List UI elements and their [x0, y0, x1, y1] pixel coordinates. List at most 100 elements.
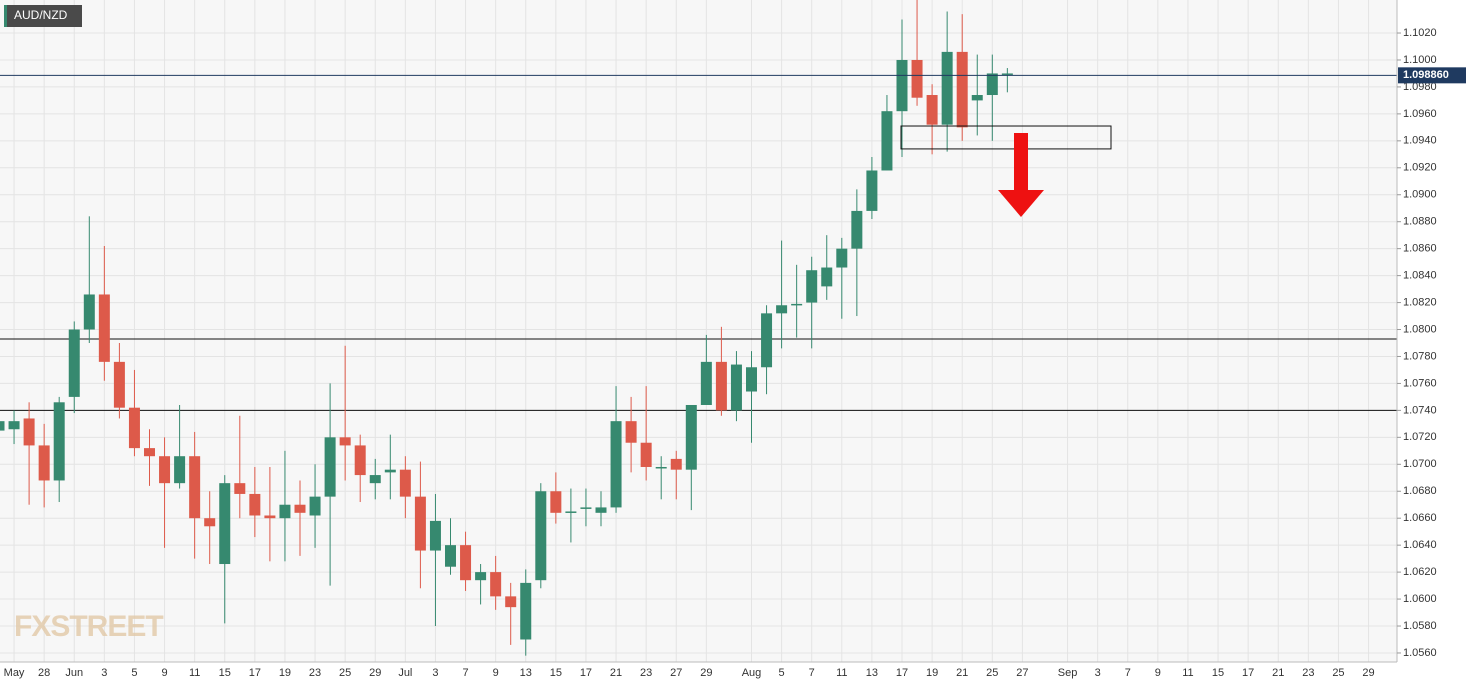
- x-tick-label: 23: [640, 667, 652, 679]
- y-tick-label: 1.0800: [1403, 323, 1437, 335]
- x-tick-label: 9: [1155, 667, 1161, 679]
- x-tick-label: 15: [1212, 667, 1224, 679]
- y-tick-label: 1.0760: [1403, 377, 1437, 389]
- x-tick-label: 27: [1016, 667, 1028, 679]
- x-tick-label: 17: [896, 667, 908, 679]
- x-tick-label: 29: [700, 667, 712, 679]
- candle-body: [294, 504, 306, 513]
- candle-body: [399, 469, 411, 497]
- candle-body: [369, 475, 381, 484]
- candle-body: [23, 418, 35, 446]
- y-tick-label: 1.0940: [1403, 135, 1437, 147]
- y-tick-label: 1.0960: [1403, 108, 1437, 120]
- y-tick-label: 1.0740: [1403, 404, 1437, 416]
- x-tick-label: 27: [670, 667, 682, 679]
- x-tick-label: 17: [580, 667, 592, 679]
- candle-body: [279, 504, 291, 519]
- x-tick-label: 13: [866, 667, 878, 679]
- x-tick-label: 7: [809, 667, 815, 679]
- y-tick-label: 1.0640: [1403, 539, 1437, 551]
- candle-body: [806, 270, 818, 303]
- candle-body: [700, 361, 712, 405]
- candle-body: [776, 305, 788, 314]
- y-tick-label: 1.0920: [1403, 162, 1437, 174]
- candle-body: [911, 59, 923, 98]
- arrow-shaft: [1014, 133, 1028, 191]
- candle-body: [821, 267, 833, 287]
- x-tick-label: 9: [161, 667, 167, 679]
- y-tick-label: 1.0780: [1403, 350, 1437, 362]
- candle-body: [460, 545, 472, 581]
- candle-body: [128, 407, 140, 449]
- x-tick-label: 23: [1302, 667, 1314, 679]
- x-tick-label: 21: [956, 667, 968, 679]
- candle-body: [851, 210, 863, 249]
- x-tick-label: 17: [1242, 667, 1254, 679]
- candle-body: [580, 507, 592, 509]
- x-tick-label: 21: [1272, 667, 1284, 679]
- candle-body: [520, 582, 532, 640]
- candle-body: [98, 294, 110, 362]
- x-tick-label: 11: [1182, 667, 1193, 679]
- candle-body: [670, 458, 682, 470]
- x-tick-label: 19: [926, 667, 938, 679]
- candle-body: [339, 437, 351, 446]
- x-tick-label: 7: [1125, 667, 1131, 679]
- candle-body: [836, 248, 848, 268]
- candle-body: [490, 572, 502, 597]
- candle-body: [896, 59, 908, 112]
- y-tick-label: 1.0600: [1403, 593, 1437, 605]
- x-tick-label: 3: [432, 667, 438, 679]
- candle-body: [791, 303, 803, 306]
- candle-body: [159, 456, 171, 484]
- x-tick-label: 15: [219, 667, 231, 679]
- x-tick-label: 25: [339, 667, 351, 679]
- candle-body: [881, 111, 893, 171]
- candle-body: [505, 596, 517, 608]
- candle-body: [68, 329, 80, 397]
- candle-body: [685, 404, 697, 470]
- candle-body: [219, 483, 231, 565]
- x-tick-label: 21: [610, 667, 622, 679]
- candle-body: [204, 518, 216, 527]
- candle-body: [8, 421, 20, 430]
- x-tick-label: 29: [1362, 667, 1374, 679]
- x-tick-label: 7: [462, 667, 468, 679]
- candle-body: [926, 95, 938, 125]
- y-tick-label: 1.0660: [1403, 512, 1437, 524]
- y-tick-label: 1.0560: [1403, 647, 1437, 659]
- candle-body: [53, 402, 65, 481]
- candle-body: [971, 95, 983, 101]
- y-tick-label: 1.0980: [1403, 81, 1437, 93]
- x-tick-label: 28: [38, 667, 50, 679]
- candle-body: [384, 469, 396, 473]
- candle-body: [38, 445, 50, 481]
- axes: 1.0560 1.0580 1.0600 1.0620 1.0640 1.0660 1.06…: [4, 27, 1437, 679]
- candle-body: [655, 466, 667, 469]
- y-tick-label: 1.0840: [1403, 270, 1437, 282]
- candle-body: [475, 572, 487, 581]
- x-tick-label: 29: [369, 667, 381, 679]
- x-tick-label: 19: [279, 667, 291, 679]
- candle-body: [565, 511, 577, 513]
- y-tick-label: 1.0820: [1403, 296, 1437, 308]
- candle-body: [746, 367, 757, 392]
- candle-body: [730, 364, 742, 411]
- candle-body: [610, 421, 622, 508]
- y-tick-label: 1.0580: [1403, 620, 1437, 632]
- x-tick-label: 11: [836, 667, 847, 679]
- candle-body: [595, 507, 607, 513]
- y-tick-label: 1.0900: [1403, 189, 1437, 201]
- candle-body: [249, 493, 261, 516]
- candle-body: [445, 545, 456, 567]
- x-tick-label: 23: [309, 667, 321, 679]
- x-tick-label: 3: [1095, 667, 1101, 679]
- candle-body: [715, 361, 727, 411]
- candle-body: [264, 515, 276, 519]
- x-tick-label: 3: [101, 667, 107, 679]
- x-tick-label: 15: [550, 667, 562, 679]
- x-tick-label: 5: [779, 667, 785, 679]
- candle-body: [414, 496, 426, 551]
